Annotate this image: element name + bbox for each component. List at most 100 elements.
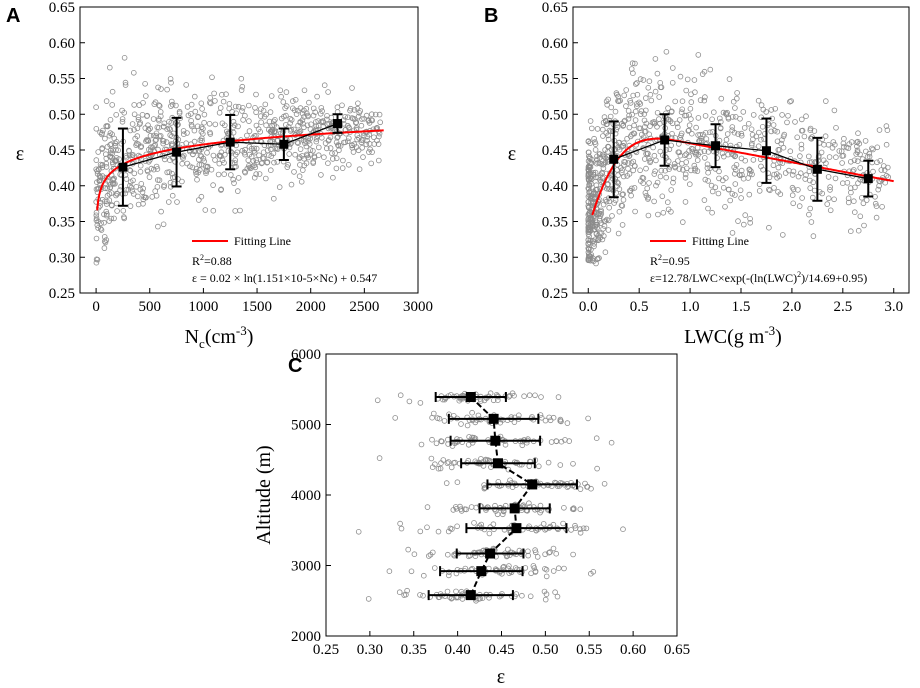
panel-a-scatter-point [297,128,304,135]
panel-c-scatter-point [561,504,567,511]
panel-a-scatter-point [335,142,341,148]
panel-a-scatter-point [349,115,355,121]
panel-b-scatter-point [729,127,735,133]
panel-b-scatter-point [643,151,649,157]
panel-b-scatter-point [594,126,601,132]
panel-b-ytick-label: 0.55 [542,72,568,88]
panel-c-scatter-point [454,523,460,530]
panel-a-scatter-point [323,145,330,152]
panel-a-scatter-point [303,110,310,117]
panel-a-ytick-label: 0.55 [49,72,75,88]
panel-b-scatter-point [605,227,612,233]
panel-b-scatter-point [833,125,839,131]
panel-a-scatter-point [239,83,246,90]
panel-a-scatter-point [183,82,190,88]
panel-a-scatter-point [355,147,362,154]
panel-b-scatter-point [615,180,622,187]
panel-b-scatter-point [745,121,752,127]
panel-a-scatter-point [133,184,140,190]
panel-c-scatter-point [374,397,381,404]
panel-b-scatter-point [767,187,773,194]
panel-c-scatter-point [564,420,571,426]
panel-a-scatter-point [356,166,363,173]
panel-b-scatter-point [787,98,793,105]
panel-a-scatter-point [262,175,269,182]
panel-b-scatter-point [606,186,612,192]
panel-b-scatter-point [822,98,829,104]
panel-b-scatter-point [723,136,730,143]
panel-a-scatter-point [106,191,113,197]
panel-c-scatter-point [594,465,600,472]
panel-a-scatter-point [131,70,137,76]
panel-a-scatter-point [226,101,233,107]
panel-b-xtick-label: 2.5 [833,299,852,315]
panel-a-scatter-point [205,144,212,151]
panel-a-scatter-point [361,132,367,139]
panel-c-binned-means [427,392,578,601]
panel-b-scatter-point [586,189,592,196]
panel-a-scatter-point [285,161,291,168]
panel-c-scatter-point [376,455,383,461]
panel-b-scatter-point [755,143,762,150]
panel-b-scatter-point [645,194,652,201]
panel-a-scatter-point [188,118,194,124]
panel-b-scatter-point [883,141,890,148]
panel-a-scatter-point [141,194,147,200]
panel-a-scatter-point [219,157,226,163]
panel-a-scatter-point [198,146,204,153]
panel-b-scatter-point [753,133,759,140]
panel-a-scatter-point [200,125,206,132]
panel-c-scatter-point [490,521,497,527]
panel-a-scatter-point [184,104,191,110]
panel-a-scatter-point [259,160,265,166]
panel-b-scatter-point [643,120,650,127]
panel-a-scatter-point [106,197,113,204]
panel-a-ytick-label: 0.60 [49,36,75,52]
panel-a-scatter-point [277,87,284,94]
panel-b-scatter-point [587,195,594,202]
panel-c-scatter-point [553,550,559,557]
panel-c-scatter-point [552,589,558,595]
panel-c-scatter-point [392,415,399,421]
panel-b-scatter-point [588,125,595,132]
panel-a-scatter-point [332,150,338,156]
panel-b-scatter-point [719,177,726,184]
panel-b-scatter-point [750,112,757,118]
panel-b-scatter-point [631,185,638,191]
panel-b-scatter-point [600,201,607,208]
panel-a-scatter-point [313,138,320,145]
panel-a-scatter-point [239,147,246,154]
panel-c-scatter-point [572,522,578,529]
panel-a-scatter-point [99,146,105,152]
panel-a-scatter-point [204,167,210,174]
panel-b-scatter-point [674,124,681,130]
panel-a-scatter-point [270,195,277,202]
panel-b-scatter-point [789,192,796,199]
panel-b-scatter-point [712,184,719,191]
panel-b-scatter-point [600,233,607,239]
panel-b-scatter-point [709,209,715,216]
panel-a-xlabel: Nc(cm-3) [185,323,254,351]
panel-a-scatter-point [251,148,257,154]
panel-b-scatter-point [586,182,593,189]
panel-a-scatter-point [310,148,316,154]
panel-b-scatter-point [768,128,774,135]
panel-b-scatter-point [766,224,772,231]
panel-a-scatter-point [342,114,348,120]
panel-b-scatter-point [786,167,792,174]
panel-c-scatter-point [519,442,526,449]
panel-a-scatter-point [103,98,110,104]
panel-a-scatter-point [339,165,346,171]
panel-b-scatter-point [792,119,798,125]
panel-b-scatter-point [597,234,603,241]
panel-b-mean-marker [812,164,822,174]
panel-a-scatter-point [93,235,100,242]
panel-b-scatter-point [630,70,636,76]
panel-b-ylabel: ε [508,143,516,165]
panel-b-scatter-point [722,110,729,117]
panel-a-scatter-point [267,167,274,174]
panel-a-scatter-point [315,123,322,129]
panel-b-scatter-point [818,149,825,156]
panel-a-scatter-point [195,113,202,120]
panel-b-scatter-point [657,80,663,86]
